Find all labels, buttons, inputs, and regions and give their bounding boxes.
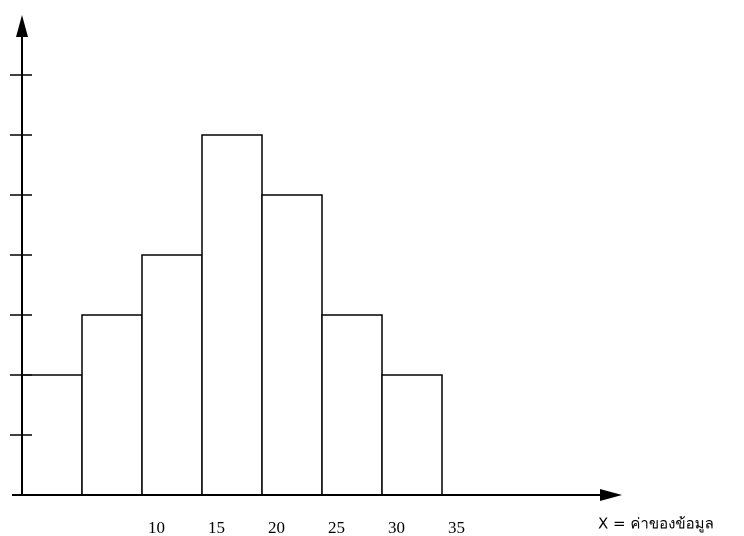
x-tick-label: 30 (388, 518, 405, 536)
bar (201, 134, 263, 496)
x-tick-label: 35 (448, 518, 465, 536)
bar (261, 194, 323, 496)
bar (141, 254, 203, 496)
bar (381, 374, 443, 496)
x-tick-label: 25 (328, 518, 345, 536)
bar (81, 314, 143, 496)
x-axis-arrow (600, 489, 622, 501)
x-tick-label: 15 (208, 518, 225, 536)
y-axis-arrow (16, 15, 28, 37)
bar (321, 314, 383, 496)
x-tick-label: 10 (148, 518, 165, 536)
x-tick-label: 20 (268, 518, 285, 536)
x-axis-label: X = ค่าของข้อมูล (598, 515, 714, 533)
